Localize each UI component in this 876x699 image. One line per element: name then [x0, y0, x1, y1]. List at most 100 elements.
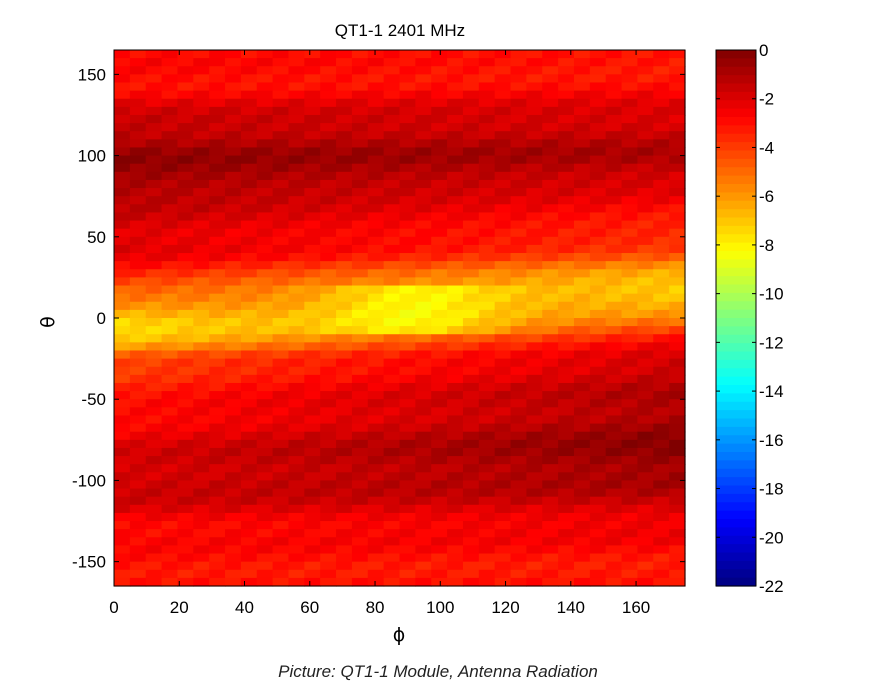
- y-tick-label: 100: [78, 147, 106, 166]
- heatmap-cell: [177, 545, 194, 555]
- heatmap-cell: [336, 521, 353, 530]
- heatmap-cell: [447, 293, 464, 303]
- heatmap-cell: [589, 464, 607, 473]
- y-tick-label: 50: [87, 228, 106, 247]
- heatmap-cell: [288, 512, 305, 522]
- heatmap-cell: [494, 382, 512, 392]
- heatmap-cell: [542, 228, 559, 238]
- heatmap-cell: [399, 480, 416, 490]
- heatmap-cell: [605, 277, 623, 287]
- heatmap-cell: [383, 293, 401, 303]
- heatmap-cell: [193, 423, 210, 433]
- heatmap-cell: [415, 131, 432, 140]
- heatmap-cell: [129, 66, 147, 75]
- heatmap-cell: [462, 358, 480, 368]
- heatmap-cell: [399, 293, 416, 303]
- heatmap-cell: [478, 350, 496, 360]
- heatmap-cell: [478, 488, 496, 498]
- heatmap-cell: [225, 374, 242, 384]
- heatmap-cell: [383, 220, 401, 230]
- heatmap-cell: [431, 309, 448, 319]
- heatmap-cell: [669, 480, 686, 490]
- heatmap-cell: [240, 472, 258, 482]
- heatmap-cell: [114, 277, 131, 287]
- heatmap-cell: [447, 261, 464, 270]
- heatmap-cell: [542, 293, 559, 303]
- heatmap-cell: [542, 188, 559, 197]
- heatmap-cell: [256, 244, 274, 254]
- heatmap-cell: [462, 318, 480, 327]
- heatmap-cell: [288, 293, 305, 303]
- heatmap-cell: [240, 244, 258, 254]
- heatmap-cell: [637, 407, 654, 417]
- heatmap-cell: [605, 253, 623, 262]
- heatmap-cell: [558, 504, 575, 514]
- heatmap-cell: [526, 577, 543, 587]
- heatmap-cell: [240, 350, 258, 360]
- heatmap-cell: [225, 58, 242, 67]
- heatmap-cell: [494, 147, 512, 157]
- heatmap-cell: [256, 50, 274, 59]
- heatmap-cell: [431, 561, 448, 571]
- heatmap-cell: [272, 147, 290, 157]
- heatmap-cell: [161, 212, 179, 222]
- heatmap-cell: [526, 155, 543, 165]
- heatmap-cell: [304, 496, 321, 506]
- heatmap-cell: [351, 439, 369, 449]
- heatmap-cell: [431, 98, 448, 108]
- heatmap-cell: [621, 139, 639, 149]
- heatmap-cell: [383, 179, 401, 189]
- heatmap-cell: [225, 244, 242, 254]
- heatmap-cell: [193, 212, 210, 222]
- heatmap-cell: [542, 334, 559, 343]
- heatmap-cell: [573, 342, 591, 352]
- heatmap-cell: [431, 163, 448, 173]
- heatmap-cell: [304, 423, 321, 433]
- heatmap-cell: [240, 98, 258, 108]
- heatmap-cell: [114, 350, 131, 360]
- heatmap-cell: [399, 561, 416, 571]
- heatmap-cell: [669, 139, 686, 149]
- heatmap-cell: [351, 366, 369, 376]
- heatmap-cell: [494, 131, 512, 140]
- heatmap-cell: [320, 553, 337, 563]
- heatmap-cell: [320, 114, 337, 124]
- heatmap-cell: [129, 496, 147, 506]
- heatmap-cell: [304, 155, 321, 165]
- heatmap-cell: [177, 301, 194, 311]
- heatmap-cell: [129, 504, 147, 514]
- colorbar-band: [716, 267, 756, 277]
- heatmap-cell: [653, 301, 670, 311]
- heatmap-cell: [573, 382, 591, 392]
- heatmap-cell: [637, 488, 654, 498]
- heatmap-cell: [558, 123, 575, 132]
- heatmap-cell: [225, 456, 242, 465]
- heatmap-cell: [114, 423, 131, 433]
- heatmap-cell: [288, 488, 305, 498]
- heatmap-cell: [383, 512, 401, 522]
- heatmap-cell: [240, 342, 258, 352]
- heatmap-cell: [637, 82, 654, 92]
- heatmap-cell: [669, 301, 686, 311]
- heatmap-cell: [669, 358, 686, 368]
- heatmap-cell: [272, 220, 290, 230]
- heatmap-cell: [494, 253, 512, 262]
- heatmap-cell: [589, 123, 607, 132]
- heatmap-cell: [209, 577, 226, 587]
- heatmap-cell: [304, 50, 321, 59]
- heatmap-cell: [653, 407, 670, 417]
- heatmap-cell: [272, 350, 290, 360]
- heatmap-cell: [145, 285, 163, 295]
- heatmap-cell: [605, 537, 623, 546]
- heatmap-cell: [605, 488, 623, 498]
- heatmap-cell: [589, 285, 607, 295]
- heatmap-cell: [288, 326, 305, 335]
- heatmap-cell: [304, 407, 321, 417]
- heatmap-cell: [367, 188, 385, 197]
- heatmap-cell: [510, 106, 527, 116]
- heatmap-cell: [621, 521, 639, 530]
- heatmap-cell: [526, 163, 543, 173]
- heatmap-cell: [177, 123, 194, 132]
- heatmap-cell: [605, 366, 623, 376]
- heatmap-cell: [669, 423, 686, 433]
